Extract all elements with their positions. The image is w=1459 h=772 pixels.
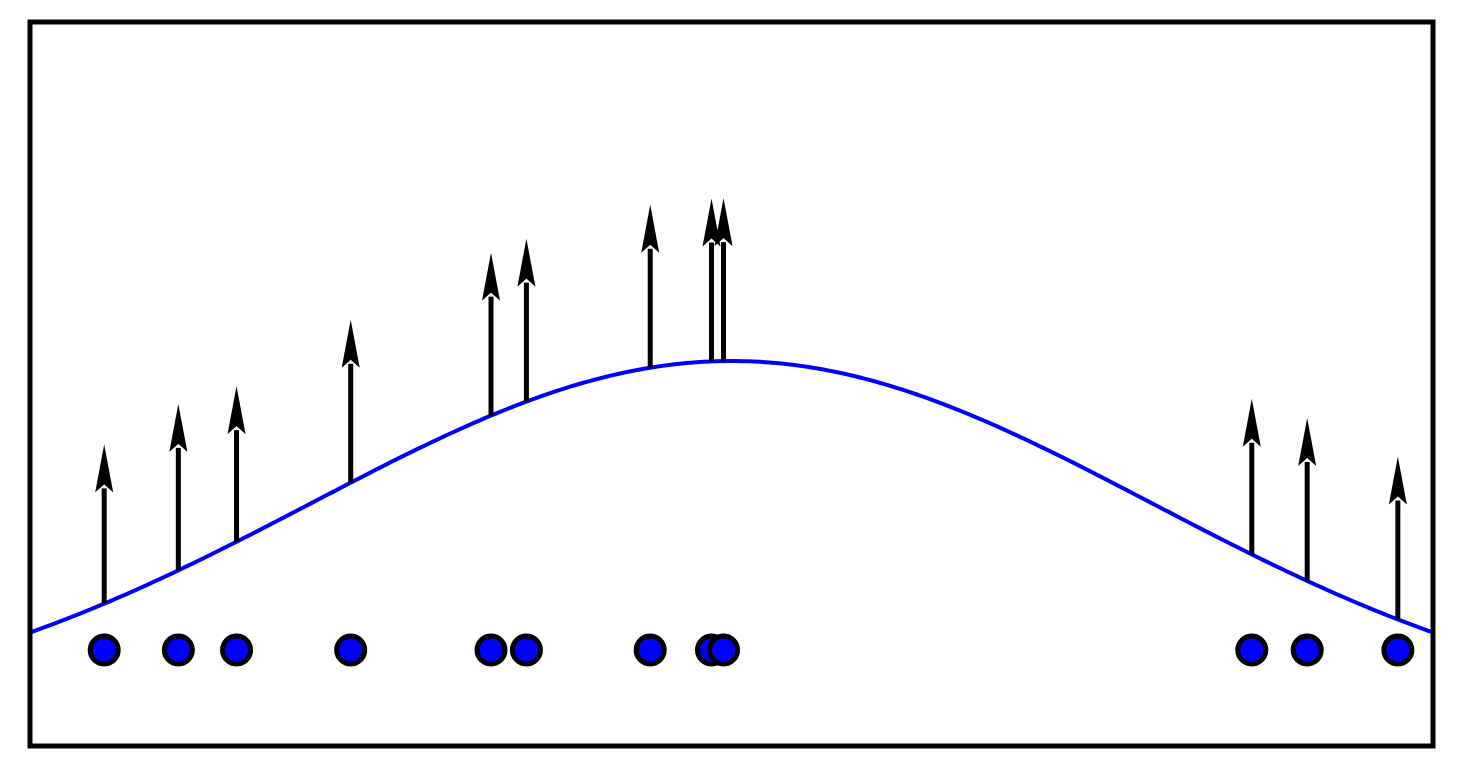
arrow-head [641, 204, 660, 253]
up-arrow-4 [341, 319, 360, 483]
arrow-head [702, 198, 721, 247]
point-group [87, 633, 1415, 667]
up-arrow-12 [1388, 456, 1407, 620]
up-arrow-10 [1242, 398, 1261, 555]
sample-point-9 [707, 633, 741, 667]
up-arrow-6 [517, 238, 536, 402]
sample-point-12 [1381, 633, 1415, 667]
sample-point-1 [87, 633, 121, 667]
plot-frame [27, 19, 1436, 749]
sample-point-5 [474, 633, 508, 667]
arrow-head [482, 252, 501, 301]
up-arrow-7 [641, 204, 660, 368]
arrow-head [714, 198, 733, 247]
up-arrow-3 [227, 386, 246, 542]
sample-point-7 [633, 633, 667, 667]
up-arrow-9 [714, 198, 733, 362]
sample-point-6 [509, 633, 543, 667]
arrow-head [1298, 417, 1317, 466]
arrow-group [95, 198, 1407, 620]
up-arrow-8 [702, 198, 721, 362]
arrow-head [341, 319, 360, 368]
sample-point-4 [334, 633, 368, 667]
arrow-head [227, 386, 246, 435]
arrow-head [95, 444, 114, 493]
arrow-head [169, 403, 188, 452]
arrow-head [1242, 398, 1261, 447]
up-arrow-5 [482, 252, 501, 416]
bump-curve [31, 359, 1432, 634]
up-arrow-2 [169, 403, 188, 571]
sample-point-10 [1235, 633, 1269, 667]
up-arrow-1 [95, 444, 114, 604]
sample-point-2 [161, 633, 195, 667]
sample-point-11 [1290, 633, 1324, 667]
sample-point-3 [220, 633, 254, 667]
arrow-head [517, 238, 536, 287]
up-arrow-11 [1298, 417, 1317, 581]
arrow-head [1388, 456, 1407, 505]
